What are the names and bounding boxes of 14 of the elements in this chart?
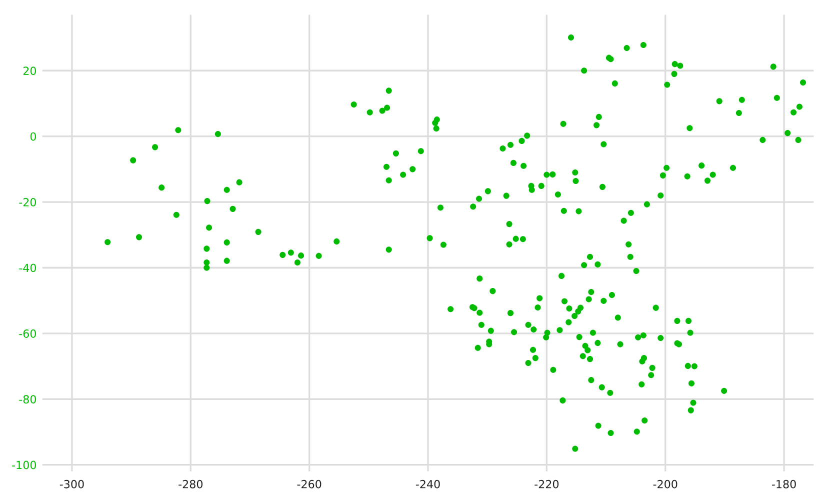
y-tick-label: 20	[23, 66, 36, 76]
x-tick-label: -220	[534, 480, 559, 488]
y-tick-label: -100	[12, 460, 36, 470]
x-tick-label: -180	[772, 480, 796, 488]
y-tick-label: -80	[19, 395, 36, 404]
x-tick-label: -280	[178, 480, 203, 488]
y-tick-label: -20	[19, 198, 36, 206]
x-tick-label: -240	[416, 480, 440, 488]
y-tick-label: -60	[19, 329, 36, 338]
x-tick-label: -300	[60, 480, 84, 488]
x-tick-label: -260	[297, 480, 322, 488]
y-tick-label: 0	[30, 132, 36, 141]
x-tick-label: -200	[653, 480, 678, 488]
y-tick-label: -40	[19, 264, 36, 272]
